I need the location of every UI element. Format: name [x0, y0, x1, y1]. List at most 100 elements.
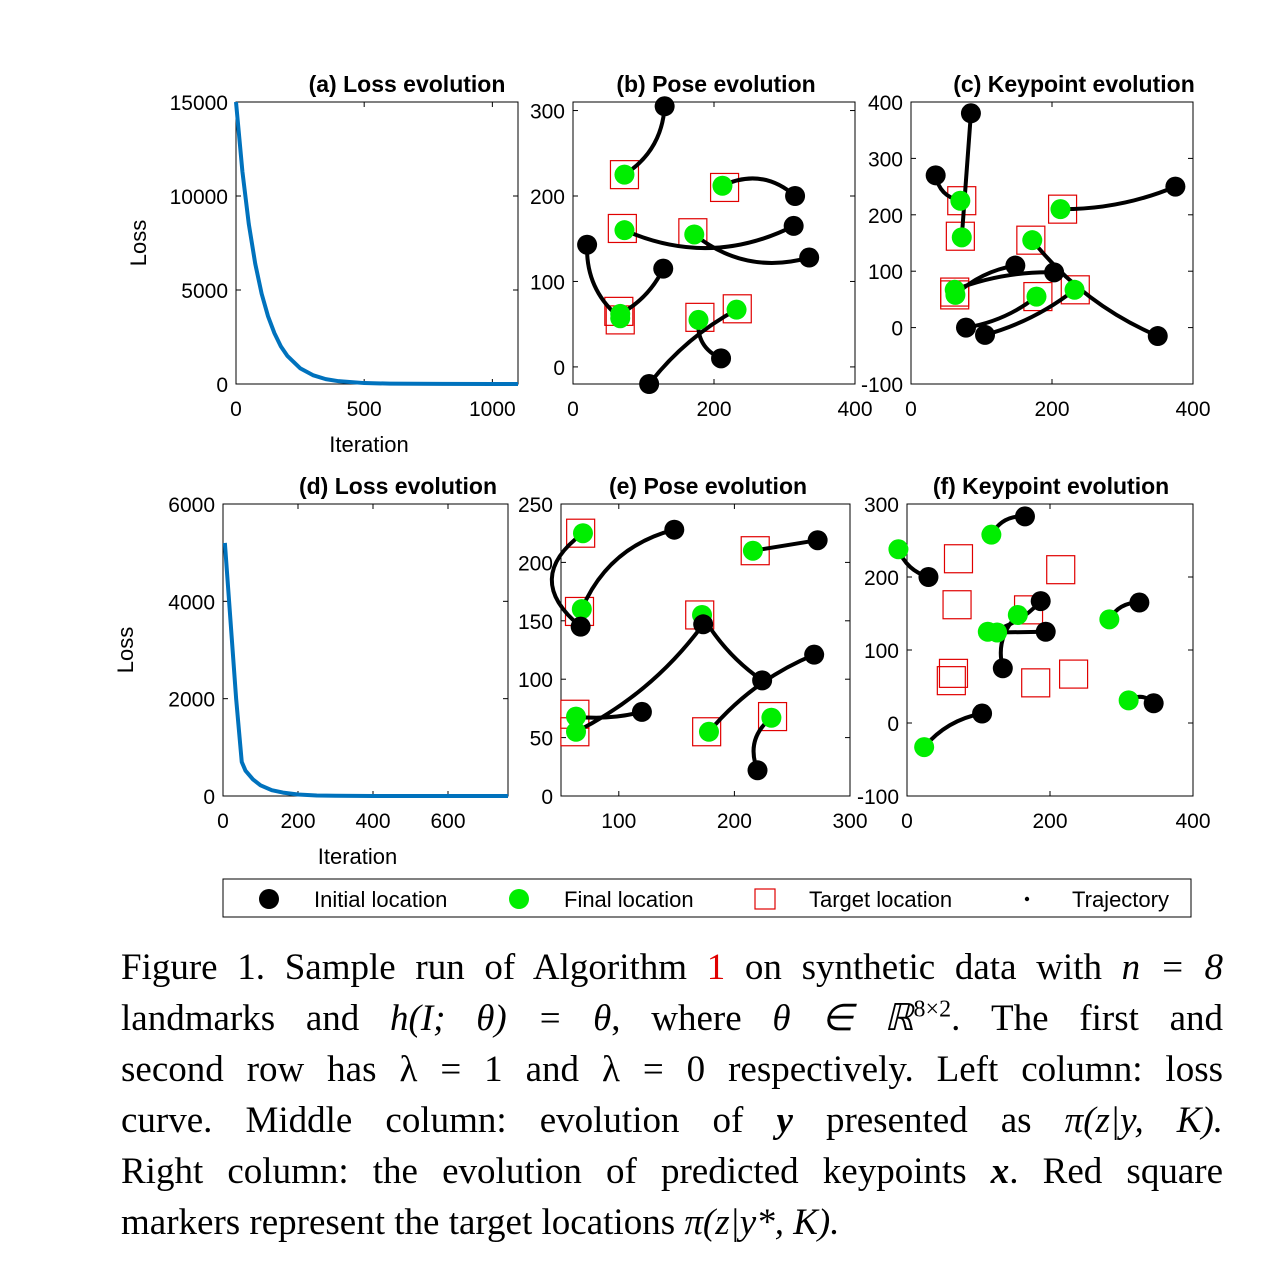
caption-line-2: landmarks and h(I; θ) = θ, where θ ∈ ℝ8×…	[121, 993, 1223, 1044]
x-tick-label: 0	[905, 398, 917, 421]
initial-marker	[1143, 693, 1164, 714]
caption-text: presented as	[825, 1100, 1032, 1141]
target-marker	[609, 160, 640, 190]
y-tick-label: 6000	[168, 494, 215, 517]
target-marker	[943, 544, 974, 574]
axes-box	[222, 503, 509, 797]
y-tick-label: 0	[887, 713, 899, 736]
x-tick-label: 600	[430, 810, 465, 833]
initial-marker	[577, 234, 598, 255]
initial-marker	[955, 317, 976, 338]
initial-marker	[992, 658, 1013, 679]
loss-curve	[222, 542, 508, 798]
target-marker	[945, 221, 975, 251]
final-marker	[698, 721, 719, 742]
caption-math: π(z|y*, K).	[684, 1202, 840, 1243]
initial-marker	[975, 324, 996, 345]
target-marker	[938, 658, 969, 688]
final-marker	[571, 599, 592, 620]
initial-marker	[960, 103, 981, 124]
y-tick-label: 0	[541, 786, 553, 809]
final-marker	[1050, 199, 1071, 220]
final-marker	[610, 303, 631, 324]
final-marker	[726, 299, 747, 320]
y-tick-label: 0	[216, 374, 228, 397]
final-marker	[1064, 279, 1085, 300]
initial-marker	[925, 165, 946, 186]
y-tick-label: 0	[553, 357, 565, 380]
trajectory-path	[549, 531, 585, 629]
axes-box	[906, 503, 1194, 797]
y-tick-label: 100	[518, 669, 553, 692]
x-tick-label: 200	[1034, 398, 1069, 421]
legend-initial-label: Initial location	[314, 887, 447, 912]
trajectory-path	[579, 527, 677, 612]
trajectory-path	[574, 622, 706, 734]
x-tick-label: 0	[567, 398, 579, 421]
caption-math: x	[990, 1151, 1010, 1192]
initial-marker	[664, 519, 685, 540]
initial-marker	[639, 374, 660, 394]
x-tick-label: 200	[696, 398, 731, 421]
y-tick-label: 100	[864, 640, 899, 663]
y-tick-label: 250	[518, 494, 553, 517]
target-marker	[940, 277, 970, 307]
final-marker	[614, 220, 635, 241]
x-axis-label: Iteration	[318, 844, 398, 869]
target-marker	[607, 213, 637, 244]
initial-marker	[972, 703, 993, 724]
target-marker	[722, 294, 752, 324]
initial-marker	[654, 96, 675, 117]
y-tick-label: 300	[864, 494, 899, 517]
final-marker	[712, 175, 733, 196]
caption-text: . The first and	[951, 998, 1224, 1039]
x-tick-label: 1000	[469, 398, 516, 421]
caption-text: . Red square	[1009, 1151, 1223, 1192]
y-tick-label: 300	[530, 101, 565, 124]
figure-caption: Figure 1. Sample run of Algorithm 1 on s…	[121, 942, 1223, 1248]
initial-marker	[711, 348, 732, 369]
initial-marker	[747, 760, 768, 781]
legend: Initial location Final location Target l…	[222, 878, 1192, 918]
x-tick-label: 0	[230, 398, 242, 421]
final-marker	[914, 737, 935, 758]
final-marker	[944, 279, 965, 300]
target-marker	[942, 590, 972, 620]
initial-marker	[783, 215, 804, 236]
final-marker	[742, 540, 763, 561]
trajectory-path	[622, 223, 796, 251]
final-marker	[888, 539, 909, 560]
y-tick-label: 0	[203, 786, 215, 809]
panel-title: (c) Keypoint evolution	[953, 71, 1195, 97]
final-marker	[1026, 286, 1047, 307]
x-tick-label: 400	[837, 398, 872, 421]
algorithm-reference-link[interactable]: 1	[706, 947, 726, 988]
y-axis-label: Loss	[126, 220, 151, 266]
y-tick-label: 200	[864, 567, 899, 590]
initial-marker	[785, 186, 806, 206]
y-tick-label: 100	[868, 261, 903, 284]
panel-e: (e) Pose evolution 100 200 300 0 50 100 150 200 2…	[518, 473, 868, 833]
initial-marker	[799, 247, 820, 268]
y-tick-label: 0	[891, 318, 903, 341]
final-marker	[951, 227, 972, 248]
caption-figure-label: Figure 1.	[121, 947, 266, 988]
y-tick-label: 4000	[168, 591, 215, 614]
initial-marker	[1044, 262, 1065, 283]
y-tick-label: 150	[518, 611, 553, 634]
target-marker	[566, 518, 596, 548]
trajectory-path	[952, 270, 1057, 292]
final-marker	[566, 706, 587, 727]
initial-marker	[1165, 176, 1186, 197]
target-marker	[1058, 659, 1089, 689]
initial-marker	[1035, 621, 1056, 642]
trajectory-path	[959, 111, 973, 240]
y-tick-label: 200	[530, 186, 565, 209]
caption-text: Right column: the evolution of predicted…	[121, 1151, 967, 1192]
legend-final-marker	[509, 889, 529, 909]
final-marker	[761, 707, 782, 728]
